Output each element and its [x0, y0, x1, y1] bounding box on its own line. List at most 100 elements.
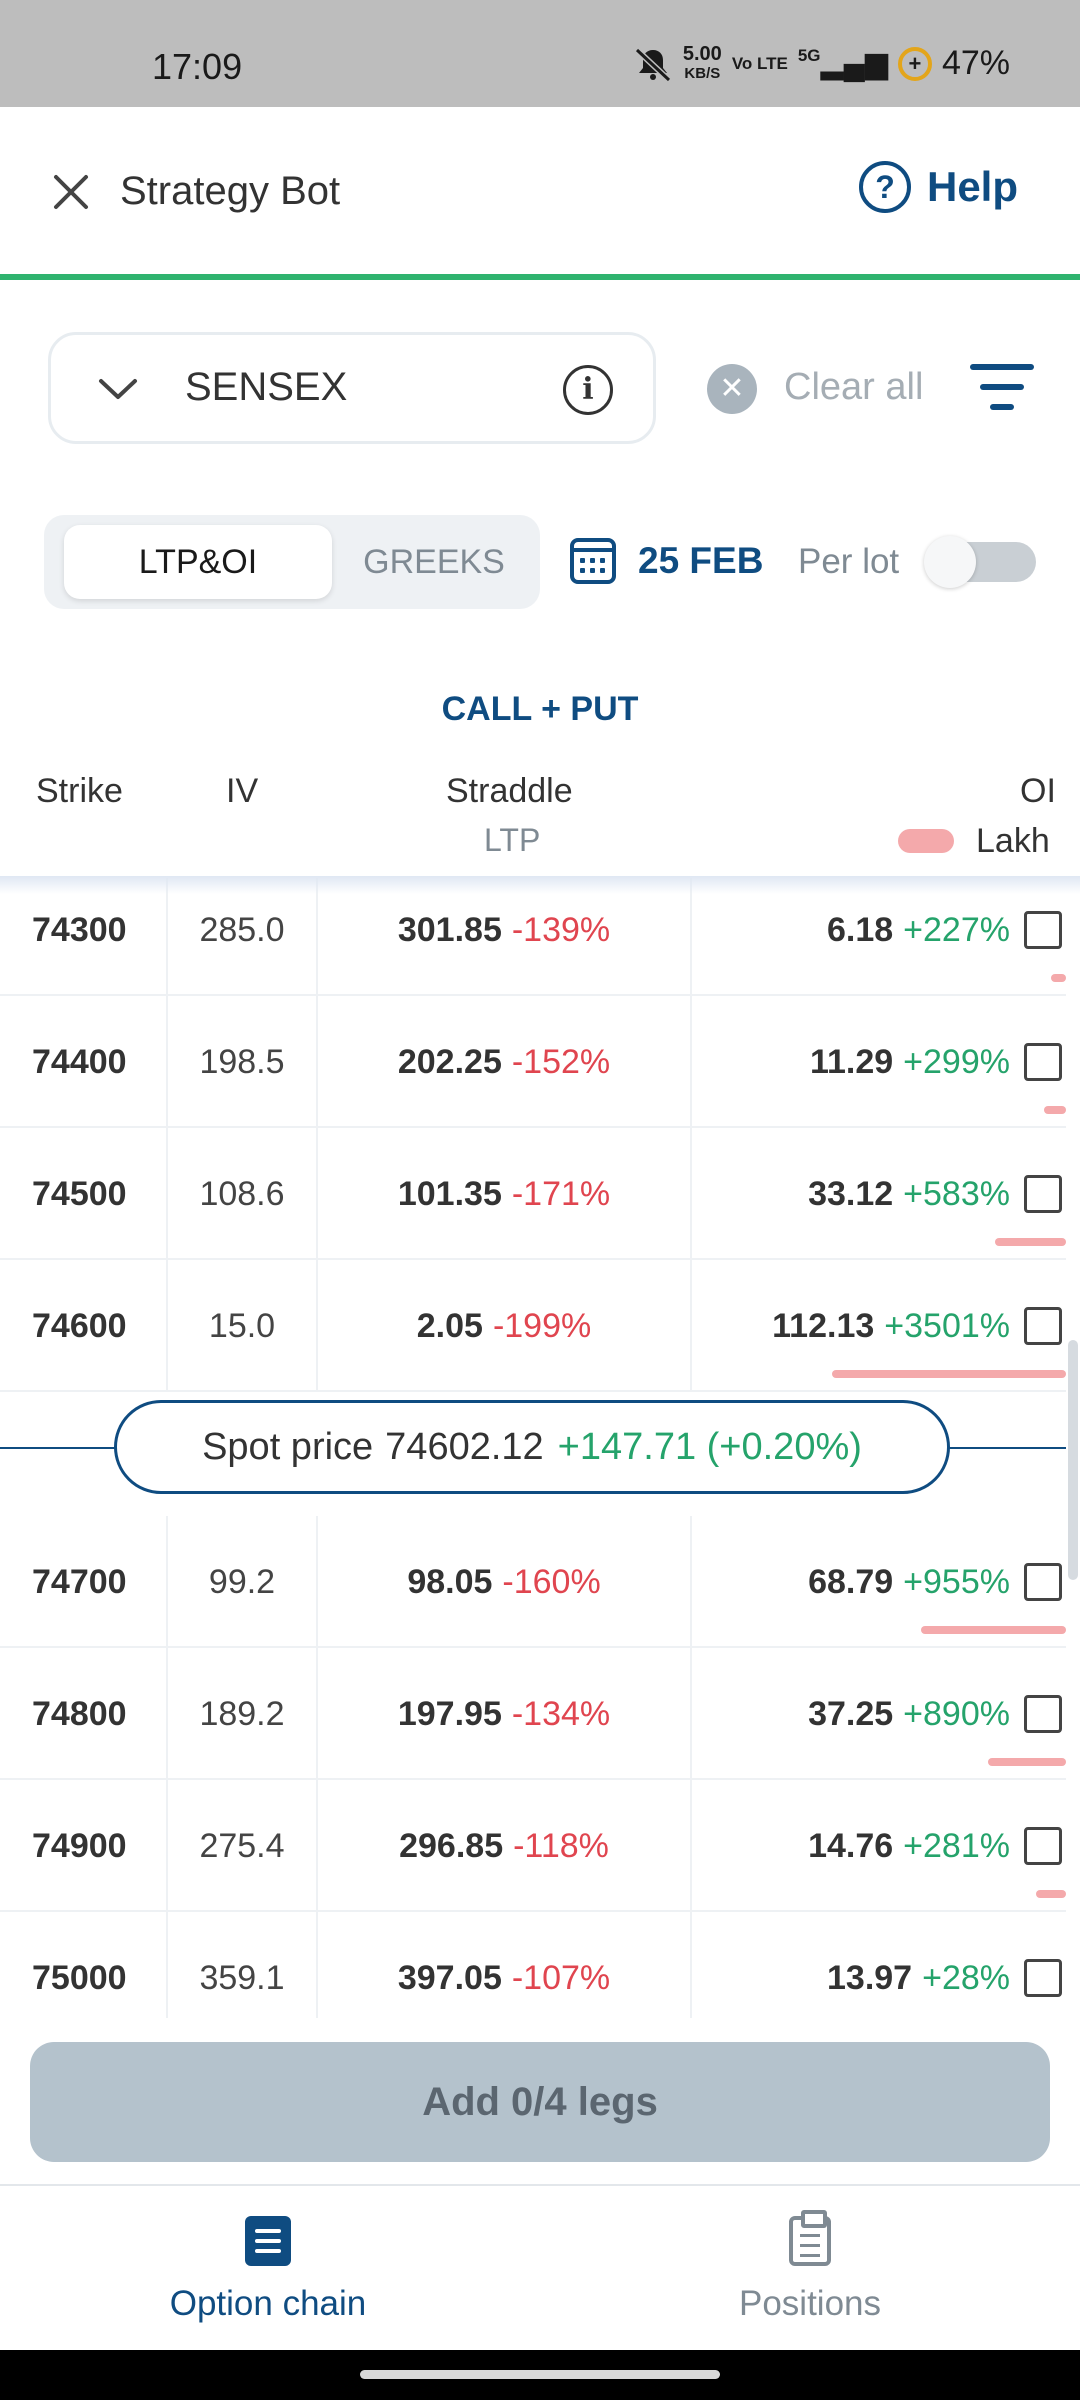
mute-icon — [634, 47, 671, 82]
straddle-cell: 202.25 -152% — [318, 996, 692, 1128]
table-row[interactable]: 74700 99.2 98.05 -160% 68.79 +955% — [0, 1516, 1066, 1648]
col-header-straddle: Straddle — [446, 772, 573, 810]
table-row[interactable]: 75000 359.1 397.05 -107% 13.97 +28% — [0, 1912, 1066, 2018]
strike-cell: 74600 — [0, 1260, 168, 1392]
header-shadow — [0, 876, 1080, 894]
nav-option-chain[interactable]: Option chain — [68, 2216, 468, 2324]
oi-value: 112.13 — [772, 1306, 875, 1345]
col-header-strike: Strike — [36, 772, 123, 810]
straddle-cell: 98.05 -160% — [318, 1516, 692, 1648]
table-row[interactable]: 74600 15.0 2.05 -199% 112.13 +3501% — [0, 1260, 1066, 1392]
oi-change: +583% — [903, 1174, 1010, 1213]
add-legs-button[interactable]: Add 0/4 legs — [30, 2042, 1050, 2162]
signal-icon: 5G▂▄▆ — [797, 46, 888, 80]
tab-ltp-oi[interactable]: LTP&OI — [64, 525, 332, 599]
oi-bar — [995, 1238, 1066, 1246]
oi-change: +890% — [903, 1694, 1010, 1733]
strike-cell: 74800 — [0, 1648, 168, 1780]
app-header: Strategy Bot ? Help — [0, 107, 1080, 277]
table-row[interactable]: 74800 189.2 197.95 -134% 37.25 +890% — [0, 1648, 1066, 1780]
strike-cell: 74400 — [0, 996, 168, 1128]
straddle-cell: 197.95 -134% — [318, 1648, 692, 1780]
oi-value: 37.25 — [808, 1694, 894, 1733]
status-bar: 17:09 5.00 KB/S Vo LTE 5G▂▄▆ + 47% — [0, 0, 1080, 107]
oi-cell: 6.18 +227% — [692, 878, 1014, 996]
row-checkbox[interactable] — [1024, 911, 1062, 949]
oi-bar — [1051, 974, 1066, 982]
straddle-cell: 2.05 -199% — [318, 1260, 692, 1392]
spot-label: Spot price — [202, 1425, 374, 1468]
iv-cell: 108.6 — [168, 1128, 318, 1260]
table-row[interactable]: 74500 108.6 101.35 -171% 33.12 +583% — [0, 1128, 1066, 1260]
iv-cell: 285.0 — [168, 878, 318, 996]
iv-cell: 359.1 — [168, 1912, 318, 2018]
volte-indicator: Vo LTE — [731, 54, 788, 73]
system-nav-bar — [0, 2350, 1080, 2400]
per-lot-label: Per lot — [798, 542, 900, 581]
straddle-change: -199% — [492, 1306, 592, 1345]
row-checkbox[interactable] — [1024, 1043, 1062, 1081]
clear-all-button[interactable]: Clear all — [784, 366, 924, 408]
strike-cell: 74300 — [0, 878, 168, 996]
calendar-icon[interactable] — [570, 538, 616, 584]
table-row[interactable]: 74900 275.4 296.85 -118% 14.76 +281% — [0, 1780, 1066, 1912]
close-icon[interactable] — [48, 169, 94, 215]
info-icon[interactable]: i — [563, 365, 613, 415]
expiry-date[interactable]: 25 FEB — [638, 540, 764, 581]
oi-change: +299% — [903, 1042, 1010, 1081]
section-title: CALL + PUT — [441, 690, 639, 728]
page-title: Strategy Bot — [120, 169, 341, 213]
scrollbar[interactable] — [1068, 1340, 1078, 1580]
nav-positions[interactable]: Positions — [610, 2210, 1010, 2324]
oi-change: +955% — [903, 1562, 1010, 1601]
col-subheader-ltp: LTP — [484, 822, 541, 858]
row-checkbox[interactable] — [1024, 1695, 1062, 1733]
oi-bar — [988, 1758, 1066, 1766]
oi-cell: 13.97 +28% — [692, 1912, 1014, 2018]
oi-value: 68.79 — [808, 1562, 894, 1601]
oi-bar — [921, 1626, 1066, 1634]
oi-cell: 112.13 +3501% — [692, 1260, 1014, 1392]
row-checkbox[interactable] — [1024, 1827, 1062, 1865]
clear-icon[interactable]: ✕ — [707, 364, 757, 414]
oi-cell: 14.76 +281% — [692, 1780, 1014, 1912]
oi-change: +28% — [922, 1958, 1010, 1997]
row-checkbox[interactable] — [1024, 1175, 1062, 1213]
per-lot-toggle[interactable] — [924, 536, 1036, 588]
home-indicator[interactable] — [360, 2370, 720, 2379]
row-checkbox[interactable] — [1024, 1563, 1062, 1601]
table-row[interactable]: 74300 285.0 301.85 -139% 6.18 +227% — [0, 878, 1066, 996]
oi-legend-swatch — [898, 829, 954, 853]
oi-value: 6.18 — [826, 910, 894, 949]
tab-greeks[interactable]: GREEKS — [363, 542, 505, 581]
table-row[interactable]: 74400 198.5 202.25 -152% 11.29 +299% — [0, 996, 1066, 1128]
help-icon: ? — [858, 161, 911, 213]
straddle-change: -139% — [511, 910, 611, 949]
straddle-ltp: 2.05 — [416, 1306, 483, 1345]
oi-change: +281% — [903, 1826, 1010, 1865]
oi-cell: 11.29 +299% — [692, 996, 1014, 1128]
row-checkbox[interactable] — [1024, 1959, 1062, 1997]
toggle-knob — [924, 536, 976, 588]
oi-value: 14.76 — [808, 1826, 894, 1865]
chevron-down-icon — [99, 379, 137, 399]
oi-change: +227% — [903, 910, 1010, 949]
row-checkbox[interactable] — [1024, 1307, 1062, 1345]
straddle-ltp: 98.05 — [407, 1562, 493, 1601]
list-icon — [245, 2216, 291, 2266]
net-speed: 5.00 KB/S — [682, 42, 722, 82]
col-header-iv: IV — [226, 772, 259, 810]
battery-saver-icon: + — [897, 46, 932, 81]
oi-bar — [832, 1370, 1066, 1378]
help-button[interactable]: ? Help — [858, 161, 1018, 213]
symbol-dropdown[interactable]: SENSEX i — [48, 332, 656, 444]
strike-cell: 74500 — [0, 1128, 168, 1260]
spot-price-pill: Spot price 74602.12 +147.71 (+0.20%) — [114, 1400, 950, 1494]
oi-bar — [1044, 1106, 1066, 1114]
straddle-change: -160% — [502, 1562, 601, 1601]
straddle-change: -152% — [511, 1042, 611, 1081]
clipboard-icon — [789, 2210, 831, 2266]
col-header-oi: OI — [1020, 772, 1056, 810]
iv-cell: 189.2 — [168, 1648, 318, 1780]
filter-icon[interactable] — [970, 364, 1034, 414]
